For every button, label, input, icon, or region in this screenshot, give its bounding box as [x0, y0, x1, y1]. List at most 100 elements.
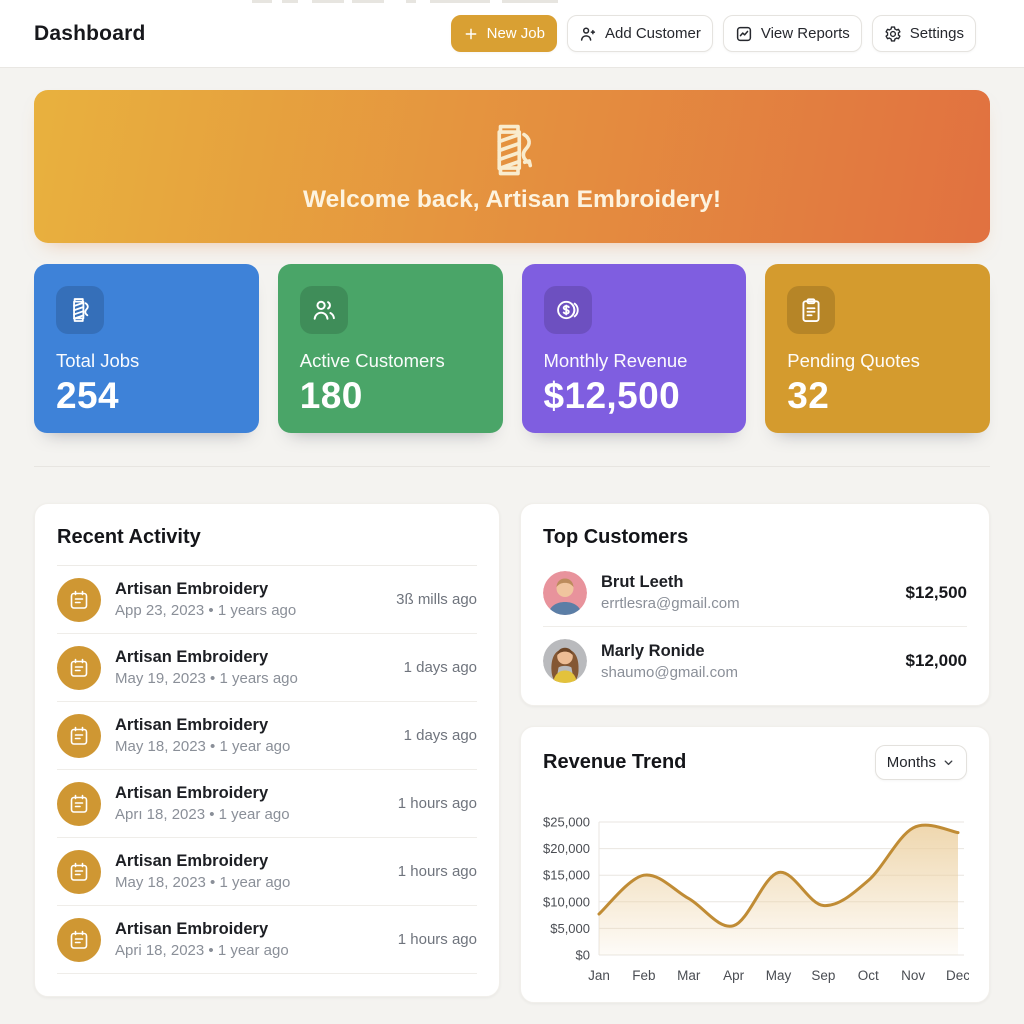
svg-text:$5,000: $5,000 — [550, 921, 590, 936]
activity-item[interactable]: Artisan Embroidery Aprı 18, 2023 • 1 year… — [57, 770, 477, 838]
main-content: Welcome back, Artisan Embroidery! Total … — [0, 68, 1024, 1003]
stat-card-pending-quotes: Pending Quotes 32 — [765, 264, 990, 433]
stat-label: Active Customers — [299, 350, 445, 371]
activity-subtitle: Aprı 18, 2023 • 1 year ago — [115, 806, 290, 823]
section-divider — [34, 466, 990, 467]
activity-title: Artisan Embroidery — [115, 648, 269, 666]
stat-value: $12,500 — [543, 375, 681, 416]
welcome-message: Welcome back, Artisan Embroidery! — [303, 185, 721, 213]
activity-title: Artisan Embroidery — [115, 580, 269, 598]
stat-cards: Total Jobs 254 Active Customers 180 Mont… — [34, 264, 990, 433]
svg-text:$10,000: $10,000 — [543, 894, 590, 909]
revenue-trend-card: Revenue Trend Months $0 $5,000 $10,000 $15,… — [520, 726, 990, 1003]
calendar-icon — [57, 645, 101, 690]
svg-text:$0: $0 — [576, 948, 590, 963]
activity-time: 1 hours ago — [397, 795, 477, 812]
revenue-trend-chart: $0 $5,000 $10,000 $15,000 $20,000 $25,000 Jan F… — [543, 815, 969, 984]
users-icon — [299, 286, 348, 334]
svg-text:Oct: Oct — [858, 968, 879, 983]
cutoff-text-artifact — [282, 0, 298, 3]
view-reports-button[interactable]: View Reports — [722, 15, 862, 52]
stat-label: Total Jobs — [56, 350, 140, 371]
customer-amount: $12,500 — [905, 582, 967, 602]
activity-item[interactable]: Artisan Embroidery App 23, 2023 • 1 years… — [57, 566, 477, 634]
top-customers-title: Top Customers — [543, 526, 689, 548]
stat-card-total-jobs: Total Jobs 254 — [34, 264, 259, 433]
customer-email: errtlesra@gmail.com — [601, 595, 740, 612]
activity-time: 1 days ago — [403, 659, 477, 676]
svg-text:Jan: Jan — [588, 968, 610, 983]
svg-text:$20,000: $20,000 — [543, 841, 590, 856]
thread-spool-icon — [497, 124, 533, 175]
cutoff-text-artifact — [352, 0, 384, 3]
svg-text:Dec: Dec — [946, 968, 969, 983]
revenue-trend-title: Revenue Trend — [543, 751, 687, 773]
activity-subtitle: May 19, 2023 • 1 years ago — [115, 670, 298, 687]
recent-activity-card: Recent Activity Artisan Embroidery App 23… — [34, 503, 500, 997]
activity-time: 1 hours ago — [397, 931, 477, 948]
svg-text:Feb: Feb — [632, 968, 655, 983]
activity-title: Artisan Embroidery — [115, 716, 269, 734]
calendar-icon — [57, 917, 101, 962]
stat-value: 180 — [299, 375, 363, 416]
period-label: Months — [886, 754, 936, 771]
recent-activity-title: Recent Activity — [57, 522, 477, 566]
stat-label: Monthly Revenue — [543, 350, 688, 371]
customer-email: shaumo@gmail.com — [601, 663, 738, 681]
calendar-icon — [57, 577, 101, 622]
button-label: New Job — [486, 25, 545, 42]
svg-text:May: May — [766, 968, 792, 983]
chart-line-icon — [736, 26, 751, 41]
avatar — [543, 570, 587, 615]
button-label: View Reports — [760, 25, 850, 42]
stat-value: 32 — [787, 375, 830, 416]
stat-card-monthly-revenue: Monthly Revenue $12,500 — [521, 264, 747, 433]
new-job-button[interactable]: New Job — [450, 15, 557, 52]
settings-button[interactable]: Settings — [871, 15, 976, 52]
activity-item[interactable]: Artisan Embroidery May 18, 2023 • 1 year … — [57, 702, 477, 770]
cutoff-text-artifact — [312, 0, 344, 3]
activity-subtitle: Apri 18, 2023 • 1 year ago — [115, 942, 289, 959]
svg-text:Nov: Nov — [901, 968, 925, 983]
avatar — [543, 639, 587, 683]
customer-row[interactable]: Marly Ronide shaumo@gmail.com $12,000 — [543, 627, 967, 695]
clipboard-icon — [787, 286, 836, 334]
chevron-down-icon — [944, 760, 953, 766]
stat-label: Pending Quotes — [787, 350, 920, 371]
activity-item[interactable]: Artisan Embroidery May 19, 2023 • 1 years… — [57, 634, 477, 702]
stat-value: 254 — [56, 375, 119, 416]
header: Dashboard New Job Add Customer View Repo… — [0, 0, 1024, 68]
svg-text:Apr: Apr — [723, 968, 745, 983]
cutoff-text-artifact — [406, 0, 416, 3]
period-select[interactable]: Months — [874, 745, 967, 780]
person-add-icon — [580, 26, 596, 41]
calendar-icon — [57, 849, 101, 894]
svg-text:Mar: Mar — [677, 968, 701, 983]
stat-card-active-customers: Active Customers 180 — [277, 264, 503, 433]
activity-time: 1 days ago — [403, 727, 477, 744]
activity-item[interactable]: Artisan Embroidery Apri 18, 2023 • 1 year… — [57, 906, 477, 974]
top-customers-card: Top Customers Brut Leeth errtlesra@gmail… — [520, 503, 990, 706]
page-title: Dashboard — [34, 21, 146, 45]
calendar-icon — [57, 781, 101, 826]
calendar-icon — [57, 713, 101, 758]
customer-name: Marly Ronide — [601, 641, 705, 660]
activity-time: 3ß mills ago — [396, 591, 477, 608]
activity-subtitle: May 18, 2023 • 1 year ago — [115, 874, 291, 891]
add-customer-button[interactable]: Add Customer — [566, 15, 713, 52]
svg-text:$15,000: $15,000 — [543, 868, 590, 883]
customer-row[interactable]: Brut Leeth errtlesra@gmail.com $12,500 — [543, 559, 967, 627]
activity-time: 1 hours ago — [397, 863, 477, 880]
cutoff-text-artifact — [252, 0, 272, 3]
activity-title: Artisan Embroidery — [115, 784, 269, 802]
gear-icon — [885, 25, 901, 42]
header-actions: New Job Add Customer View Reports Settin… — [450, 15, 976, 52]
activity-subtitle: App 23, 2023 • 1 years ago — [115, 602, 297, 619]
thread-spool-icon — [56, 286, 104, 334]
svg-text:Sep: Sep — [811, 968, 835, 983]
activity-title: Artisan Embroidery — [115, 920, 269, 938]
activity-item[interactable]: Artisan Embroidery May 18, 2023 • 1 year … — [57, 838, 477, 906]
plus-icon — [465, 28, 477, 39]
customer-amount: $12,000 — [905, 651, 967, 670]
activity-title: Artisan Embroidery — [115, 852, 269, 870]
